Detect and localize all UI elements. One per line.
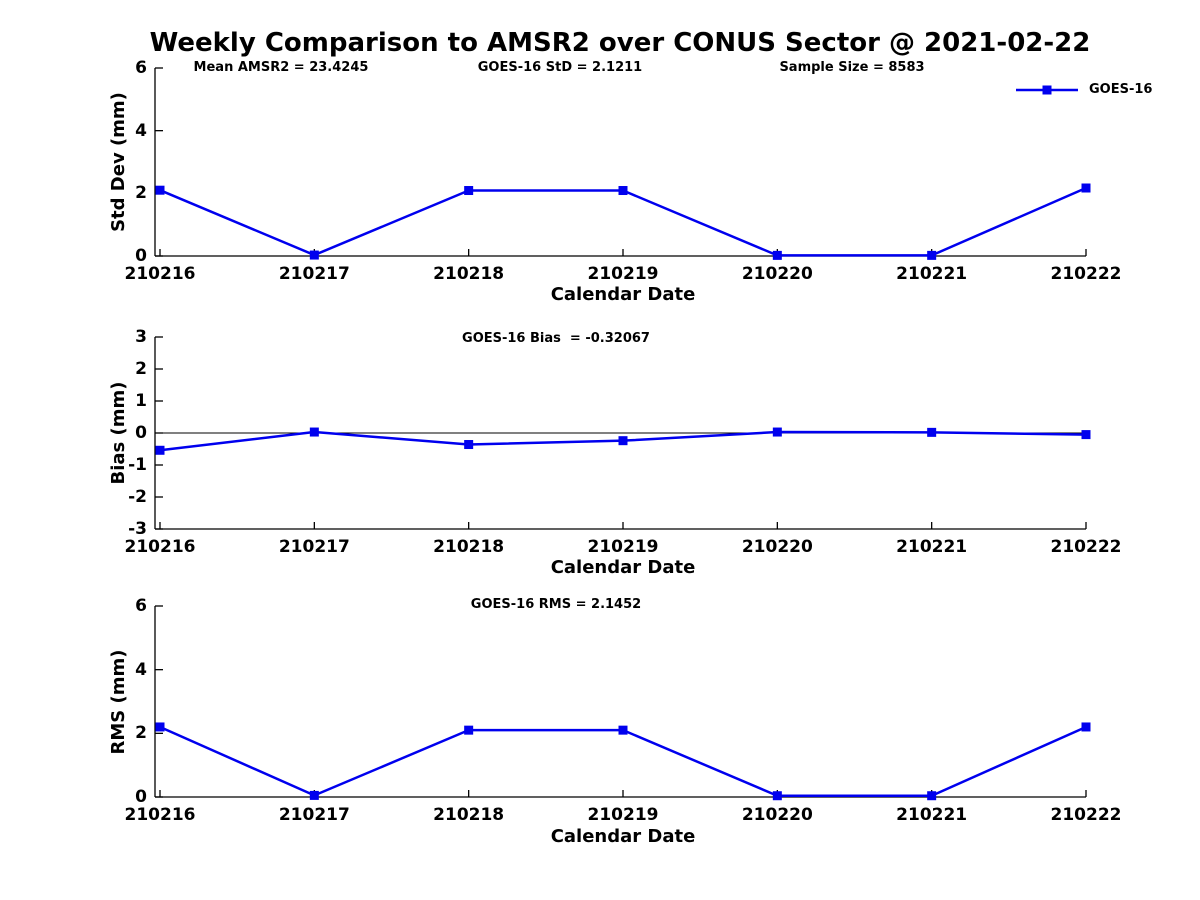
y-tick-label: 6: [135, 596, 147, 616]
x-tick-label: 210217: [278, 264, 350, 284]
x-tick-label: 210220: [741, 264, 813, 284]
x-axis-label-3: Calendar Date: [550, 826, 696, 847]
x-tick-label: 210222: [1050, 805, 1122, 825]
x-tick-label: 210218: [433, 264, 505, 284]
x-tick-label: 210219: [587, 537, 659, 557]
y-tick-label: 0: [135, 423, 147, 443]
annotation-mean-amsr2: Mean AMSR2 = 23.4245: [193, 60, 369, 75]
x-tick-label: 210216: [124, 264, 196, 284]
x-tick-label: 210221: [896, 264, 968, 284]
x-tick-label: 210218: [433, 537, 505, 557]
x-axis-label-2: Calendar Date: [550, 557, 696, 578]
annotation-goes16-std: GOES-16 StD = 2.1211: [477, 60, 643, 75]
x-axis-label-1: Calendar Date: [550, 284, 696, 305]
x-tick-label: 210221: [896, 805, 968, 825]
figure-title: Weekly Comparison to AMSR2 over CONUS Se…: [149, 28, 1091, 58]
x-tick-label: 210218: [433, 805, 505, 825]
y-tick-label: 2: [135, 723, 147, 744]
subplot-2-series-goes-16: [155, 427, 1091, 455]
y-tick-label: 0: [135, 787, 147, 807]
x-tick-label: 210221: [896, 537, 968, 557]
x-tick-label: 210220: [741, 805, 813, 825]
x-tick-label: 210216: [124, 805, 196, 825]
annotation-sample-size: Sample Size = 8583: [779, 60, 925, 75]
x-tick-label: 210216: [124, 537, 196, 557]
x-tick-label: 210222: [1050, 264, 1122, 284]
y-tick-label: -2: [128, 487, 147, 507]
y-tick-label: 0: [135, 246, 147, 266]
y-tick-label: 2: [135, 359, 147, 379]
subplot-1-axes: [154, 67, 1087, 257]
subplot-3-axes: [154, 605, 1087, 798]
x-tick-label: 210219: [587, 264, 659, 284]
y-tick-label: -1: [128, 455, 147, 475]
x-tick-label: 210219: [587, 805, 659, 825]
subplot-3-series-goes-16: [155, 722, 1091, 801]
x-tick-label: 210217: [278, 805, 350, 825]
legend: GOES-16: [1014, 82, 1152, 97]
y-tick-label: 2: [135, 183, 147, 204]
y-tick-label: 1: [135, 391, 147, 411]
x-tick-label: 210220: [741, 537, 813, 557]
legend-line-marker-icon: [1016, 85, 1078, 94]
y-tick-label: 3: [135, 327, 147, 347]
y-axis-label-rms: RMS (mm): [108, 649, 129, 755]
subplot-1-series-goes-16: [155, 183, 1091, 260]
y-tick-label: 4: [135, 120, 147, 141]
annotation-goes16-rms: GOES-16 RMS = 2.1452: [470, 597, 642, 612]
annotation-goes16-bias: GOES-16 Bias = -0.32067: [462, 331, 650, 346]
x-tick-label: 210217: [278, 537, 350, 557]
y-axis-label-stddev: Std Dev (mm): [108, 92, 129, 232]
x-tick-label: 210222: [1050, 537, 1122, 557]
y-tick-label: 6: [135, 58, 147, 78]
y-tick-label: -3: [128, 519, 147, 539]
y-tick-label: 4: [135, 659, 147, 680]
legend-label: GOES-16: [1089, 82, 1153, 97]
